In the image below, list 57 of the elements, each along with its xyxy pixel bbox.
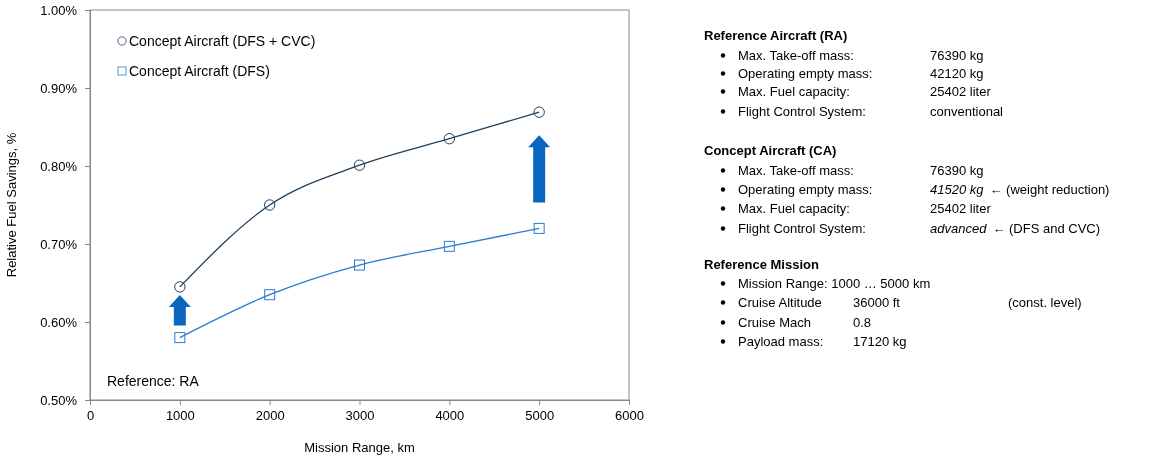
text: 76390 kg (930, 48, 984, 63)
text: 41520 kg (930, 182, 985, 197)
text: Flight Control System: (738, 104, 866, 119)
text: Max. Fuel capacity: (738, 201, 850, 216)
point (533, 106, 545, 118)
text: Reference Mission (704, 257, 819, 272)
y-tick-label: 1.00% (40, 2, 78, 18)
point (263, 199, 276, 211)
legend-label: Concept Aircraft (DFS) (129, 63, 270, 79)
text: Concept Aircraft (CA) (704, 143, 837, 158)
text: 42120 kg (930, 66, 984, 81)
x-axis-title: Mission Range, km (304, 440, 415, 455)
legend-label: Concept Aircraft (DFS + CVC) (129, 33, 316, 49)
text: Operating empty mass: (738, 66, 873, 81)
text: 76390 kg (930, 163, 984, 178)
text: Flight Control System: (738, 221, 866, 236)
y-tick-label: 0.80% (40, 158, 78, 174)
x-tick-label: 6000 (615, 408, 644, 424)
text: ← (weight reduction) (989, 182, 1110, 197)
y-axis-title: Relative Fuel Savings, % (4, 132, 19, 278)
text: 17120 kg (853, 334, 907, 349)
point (174, 281, 186, 293)
text: ← (DFS and CVC) (992, 221, 1101, 236)
text: Mission Range: 1000 … 5000 km (738, 276, 931, 291)
text: Operating empty mass: (738, 182, 873, 197)
y-tick-label: 0.70% (40, 236, 78, 252)
y-tick-label: 0.90% (40, 80, 78, 96)
x-tick-label: 1000 (165, 408, 195, 424)
text: 25402 liter (930, 201, 992, 216)
text: Cruise Mach (738, 315, 811, 330)
point (353, 159, 366, 171)
text: 0.8 (853, 315, 872, 330)
text: Max. Take-off mass: (738, 48, 854, 63)
text: 25402 liter (930, 84, 992, 99)
text: 36000 ft (853, 295, 901, 310)
text: Cruise Altitude (738, 295, 822, 310)
point (264, 289, 276, 301)
y-tick-label: 0.60% (40, 314, 78, 330)
text: advanced (930, 221, 988, 236)
text: Max. Take-off mass: (738, 163, 854, 178)
point (174, 332, 186, 344)
y-tick-label: 0.50% (40, 392, 78, 408)
x-tick-label: 2000 (255, 408, 285, 424)
point (443, 133, 456, 145)
x-tick-label: 3000 (345, 408, 375, 424)
text: conventional (930, 104, 1004, 119)
annotation: Reference: RA (107, 373, 200, 389)
point (533, 222, 545, 234)
x-tick-label: 4000 (435, 408, 465, 424)
text: (const. level) (1008, 295, 1082, 310)
x-tick-label: 0 (86, 408, 95, 424)
point (443, 240, 455, 252)
text: Max. Fuel capacity: (738, 84, 850, 99)
point (354, 259, 365, 271)
text: Reference Aircraft (RA) (704, 28, 848, 43)
x-tick-label: 5000 (525, 408, 555, 424)
text: Payload mass: (738, 334, 824, 349)
